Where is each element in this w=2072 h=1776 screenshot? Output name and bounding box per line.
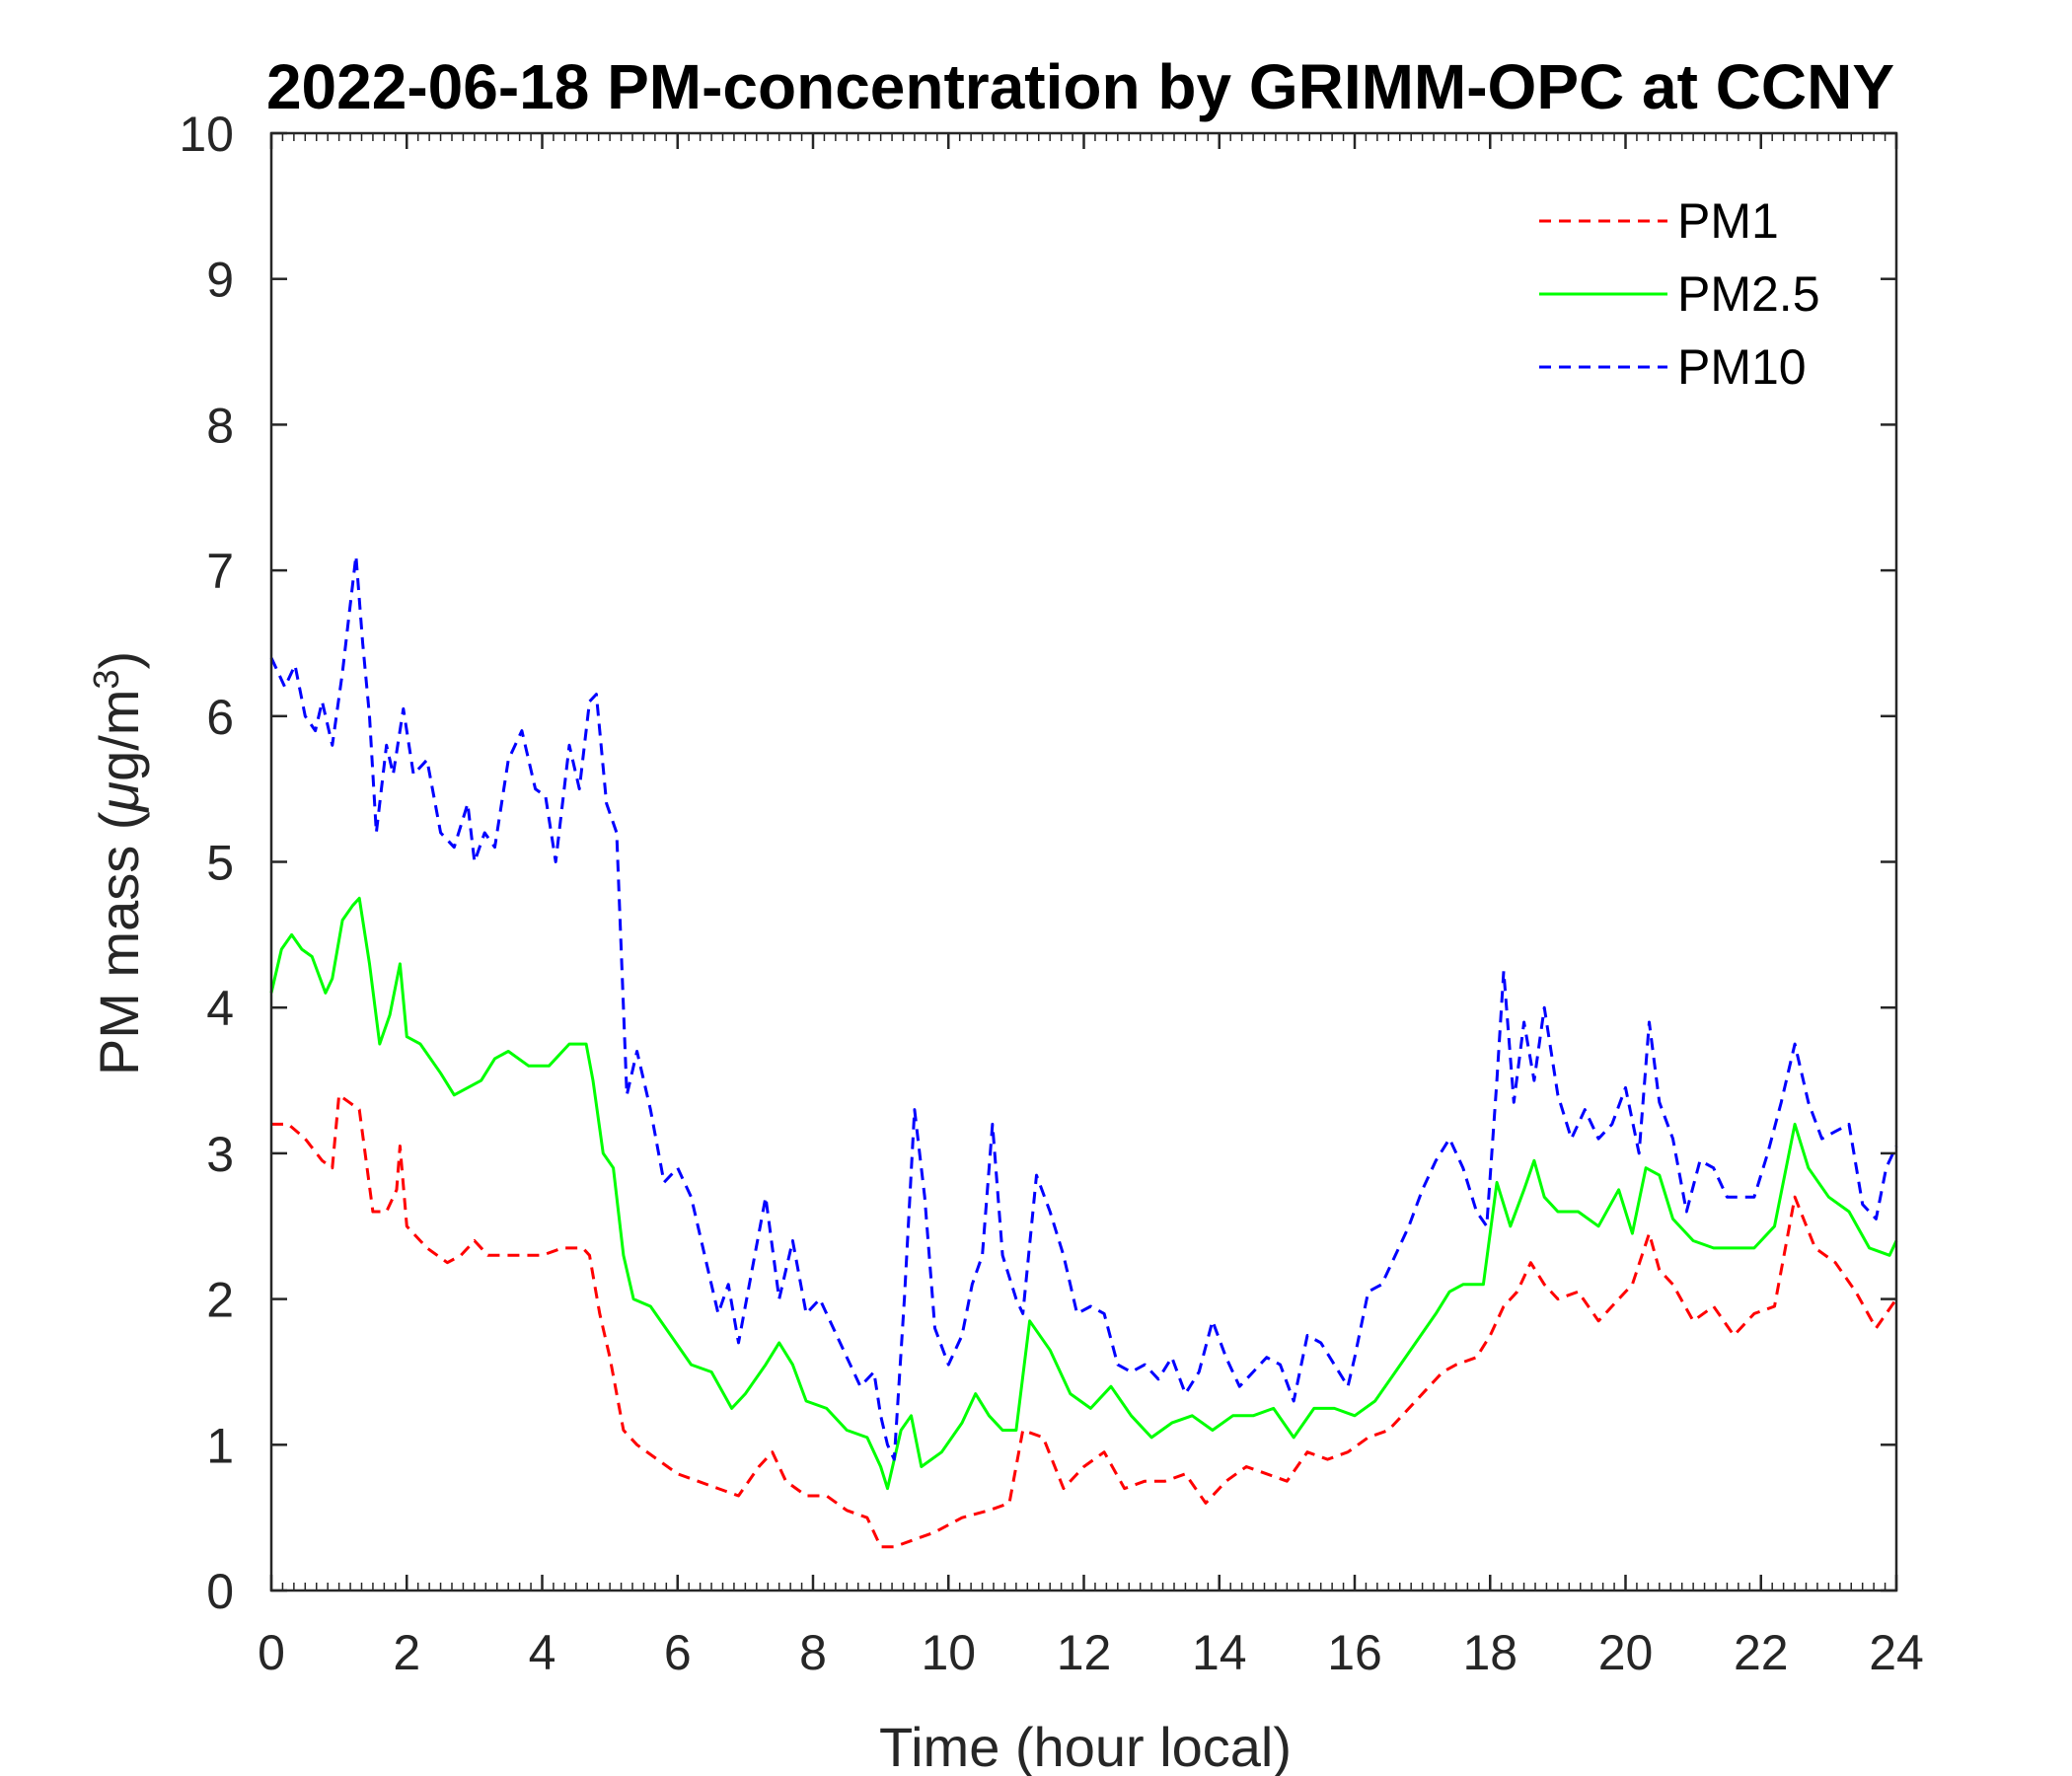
x-tick-label: 0: [258, 1625, 285, 1680]
x-tick-label: 18: [1462, 1625, 1517, 1680]
x-tick-label: 8: [799, 1625, 827, 1680]
y-tick-label: 1: [206, 1418, 234, 1473]
y-tick-label: 5: [206, 836, 234, 891]
x-tick-label: 16: [1327, 1625, 1382, 1680]
y-tick-label: 8: [206, 398, 234, 453]
chart-title: 2022-06-18 PM-concentration by GRIMM-OPC…: [266, 51, 1894, 122]
x-tick-label: 6: [664, 1625, 692, 1680]
y-tick-label: 3: [206, 1127, 234, 1182]
series-line-pm10: [269, 554, 1898, 1461]
x-tick-label: 14: [1192, 1625, 1247, 1680]
x-tick-label: 2: [393, 1625, 420, 1680]
legend: PM1 PM2.5 PM10: [1539, 193, 1820, 395]
x-tick-label: 4: [529, 1625, 556, 1680]
y-axis-label-sup: 3: [86, 670, 126, 690]
y-tick-label: 9: [206, 253, 234, 308]
y-tick-label: 10: [179, 107, 234, 162]
y-axis-label: PM mass (μg/m3): [86, 651, 151, 1075]
y-axis-label-unit: g/m: [88, 690, 150, 781]
y-tick-label: 6: [206, 690, 234, 745]
y-tick-label: 2: [206, 1273, 234, 1328]
x-tick-label: 24: [1869, 1625, 1924, 1680]
y-axis-label-mu: μ: [88, 781, 150, 814]
y-tick-label: 7: [206, 544, 234, 599]
legend-label: PM2.5: [1677, 266, 1820, 322]
x-axis-label: Time (hour local): [879, 1716, 1292, 1776]
x-tick-label: 20: [1598, 1625, 1654, 1680]
y-tick-label: 4: [206, 981, 234, 1036]
x-tick-label: 12: [1057, 1625, 1112, 1680]
y-axis-label-close: ): [88, 651, 150, 670]
legend-label: PM10: [1677, 339, 1807, 395]
y-tick-label: 0: [206, 1564, 234, 1619]
series-line-pm2-5: [269, 896, 1898, 1491]
legend-label: PM1: [1677, 193, 1779, 249]
x-tick-label: 10: [921, 1625, 976, 1680]
y-axis-label-main: PM mass (: [88, 811, 150, 1075]
x-tick-label: 22: [1734, 1625, 1789, 1680]
